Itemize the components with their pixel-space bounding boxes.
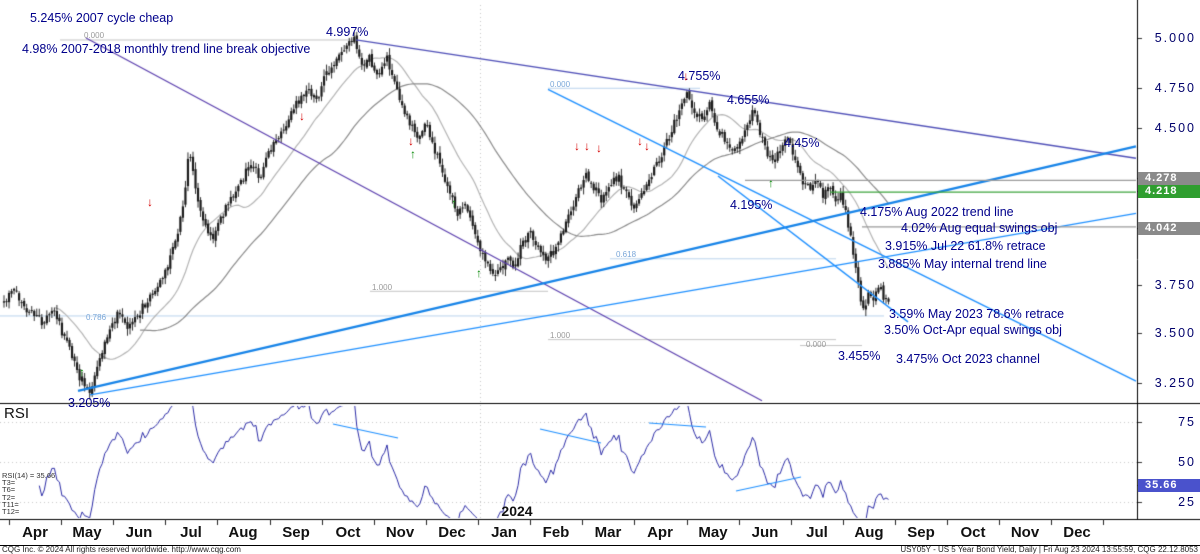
- price-scale: 5.000 4.750 4.500 4.278 4.218 4.042 3.750 3.500…: [1137, 0, 1200, 545]
- time-axis-month-label: Aug: [854, 524, 884, 541]
- rsi-legend-line: T11=: [2, 499, 19, 509]
- chart-annotation: 4.997%: [326, 25, 369, 39]
- time-axis-month-label: Aug: [228, 524, 258, 541]
- fib-level-label: 1.000: [550, 331, 571, 340]
- time-axis-month-label: Dec: [438, 524, 466, 541]
- chart-annotation: 5.245% 2007 cycle cheap: [30, 11, 174, 25]
- price-scale-label: 3.250: [1154, 376, 1196, 390]
- buy-signal-arrow: ↑: [768, 176, 774, 190]
- chart-annotation: 3.50% Oct-Apr equal swings obj: [884, 323, 1062, 337]
- sell-signal-arrow: ↓: [584, 139, 590, 153]
- chart-annotation: 3.205%: [68, 396, 111, 410]
- fib-level-label: 0.000: [84, 31, 105, 40]
- buy-signal-arrow: ↑: [79, 365, 85, 379]
- chart-annotation: 4.98% 2007-2018 monthly trend line break…: [22, 42, 311, 56]
- year-label: 2024: [501, 503, 533, 519]
- time-axis-month-label: May: [72, 524, 102, 541]
- sell-signal-arrow: ↓: [408, 134, 414, 148]
- time-axis-month-label: Sep: [282, 524, 310, 541]
- time-axis-month-label: Jun: [751, 524, 779, 541]
- price-badge: 4.218: [1138, 185, 1200, 198]
- rsi-legend-line: T2=: [2, 492, 16, 502]
- price-scale-label: 4.750: [1154, 81, 1196, 95]
- time-axis-month-label: Apr: [22, 524, 48, 541]
- rsi-panel-title: RSI: [4, 405, 30, 422]
- time-axis-month-label: Nov: [1010, 524, 1040, 541]
- sell-signal-arrow: ↓: [147, 195, 153, 209]
- price-scale-label: 5.000: [1154, 31, 1196, 45]
- rsi-legend-line: RSI(14) = 35.66: [2, 471, 56, 480]
- time-axis-month-label: Sep: [907, 524, 935, 541]
- chart-annotation: 3.885% May internal trend line: [878, 257, 1047, 271]
- buy-signal-arrow: ↑: [410, 147, 416, 161]
- status-bar: CQG Inc. © 2024 All rights reserved worl…: [0, 545, 1200, 554]
- sell-signal-arrow: ↓: [574, 139, 580, 153]
- price-scale-label: 4.500: [1154, 121, 1196, 135]
- price-scale-label: 50: [1178, 455, 1196, 469]
- sell-signal-arrow: ↓: [644, 139, 650, 153]
- time-axis-month-label: Jul: [180, 524, 202, 541]
- copyright-text: CQG Inc. © 2024 All rights reserved worl…: [2, 545, 241, 554]
- chart-annotation: 4.195%: [730, 198, 773, 212]
- rsi-legend-line: T6=: [2, 485, 16, 495]
- time-axis-month-label: Jul: [806, 524, 828, 541]
- chart-annotation: 4.45%: [784, 136, 820, 150]
- fib-level-label: 1.000: [372, 283, 393, 292]
- price-scale-label: 25: [1178, 495, 1196, 509]
- fib-level-label: 0.618: [616, 250, 637, 259]
- sell-signal-arrow: ↓: [596, 141, 602, 155]
- chart-annotation: 4.175% Aug 2022 trend line: [860, 205, 1014, 219]
- time-axis-month-label: Mar: [594, 524, 622, 541]
- sell-signal-arrow: ↓: [683, 69, 689, 83]
- fib-level-label: 0.000: [550, 80, 571, 89]
- chart-annotation: 4.02% Aug equal swings obj: [901, 221, 1058, 235]
- price-badge: 4.042: [1138, 222, 1200, 235]
- buy-signal-arrow: ↑: [476, 266, 482, 280]
- time-axis-month-label: Jun: [125, 524, 153, 541]
- time-axis-month-label: Jan: [491, 524, 517, 541]
- sell-signal-arrow: ↓: [637, 134, 643, 148]
- price-badge: 4.278: [1138, 172, 1200, 185]
- price-badge: 35.66: [1138, 479, 1200, 492]
- price-scale-label: 3.500: [1154, 326, 1196, 340]
- chart-annotation: 3.475% Oct 2023 channel: [896, 352, 1040, 366]
- price-scale-label: 3.750: [1154, 278, 1196, 292]
- chart-annotation: 3.915% Jul 22 61.8% retrace: [885, 239, 1046, 253]
- chart-annotation: 3.59% May 2023 78.6% retrace: [889, 307, 1065, 321]
- chart-annotation: 4.655%: [727, 93, 770, 107]
- fib-level-label: 0.786: [86, 313, 107, 322]
- time-axis-month-label: May: [698, 524, 728, 541]
- time-axis-month-label: Oct: [335, 524, 361, 541]
- buy-signal-arrow: ↑: [451, 196, 457, 210]
- rsi-legend-line: T12=: [2, 507, 20, 516]
- time-axis-month-label: Feb: [542, 524, 570, 541]
- chart-annotation: 3.455%: [838, 349, 881, 363]
- fib-level-label: 0.000: [806, 340, 827, 349]
- chart-annotation: 4.755%: [678, 69, 721, 83]
- time-axis-month-label: Oct: [960, 524, 986, 541]
- time-axis-month-label: Nov: [385, 524, 415, 541]
- rsi-legend-line: T3=: [2, 478, 16, 488]
- sell-signal-arrow: ↓: [299, 109, 305, 123]
- price-scale-label: 75: [1178, 415, 1196, 429]
- time-axis-month-label: Apr: [647, 524, 673, 541]
- symbol-info-text: USY05Y - US 5 Year Bond Yield, Daily | F…: [900, 545, 1198, 554]
- time-axis-month-label: Dec: [1063, 524, 1091, 541]
